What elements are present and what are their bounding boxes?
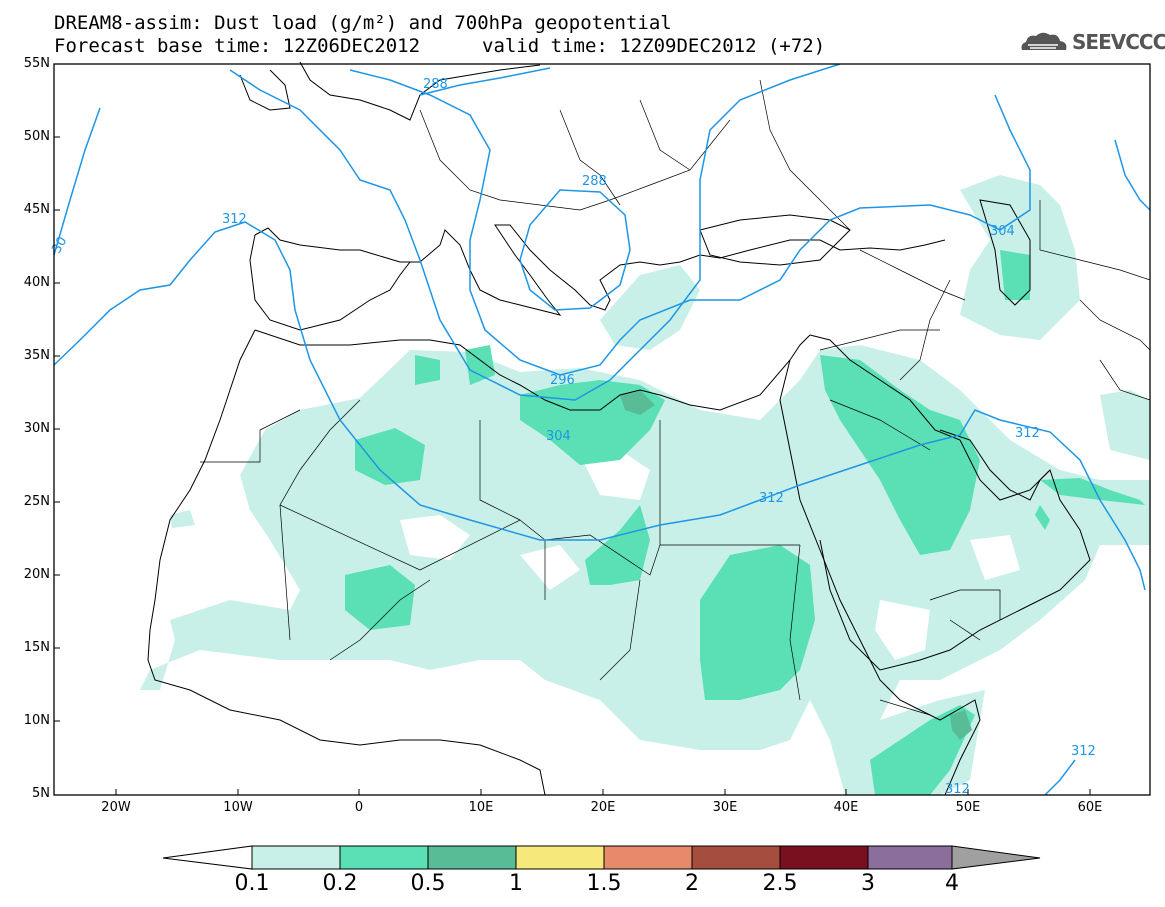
lon-label: 10W	[223, 800, 253, 815]
lat-label: 40N	[23, 275, 50, 290]
lat-label: 5N	[32, 786, 50, 801]
contour-label: 312	[945, 782, 970, 797]
contour-label: 288	[423, 77, 448, 92]
lat-label: 10N	[23, 713, 50, 728]
lon-label: 0	[354, 800, 364, 815]
lon-label: 10E	[468, 800, 494, 815]
colorbar-label: 0.2	[322, 871, 358, 896]
contour-label: 304	[546, 429, 571, 444]
lat-label: 55N	[23, 56, 50, 71]
forecast-base-time: Forecast base time: 12Z06DEC2012	[54, 35, 421, 57]
lon-label: 60E	[1077, 800, 1103, 815]
lon-label: 30E	[712, 800, 738, 815]
lon-label: 40E	[833, 800, 859, 815]
lon-label: 20E	[590, 800, 616, 815]
lat-label: 30N	[23, 421, 50, 436]
lat-label: 15N	[23, 640, 50, 655]
contour-label: 288	[582, 174, 607, 189]
lat-label: 45N	[23, 202, 50, 217]
colorbar-label: 3	[861, 871, 875, 896]
country-borders	[200, 79, 1151, 716]
lat-label: 50N	[23, 129, 50, 144]
contour-label: 312	[1015, 426, 1040, 441]
lon-label: 20W	[101, 800, 131, 815]
lat-label: 20N	[23, 567, 50, 582]
cloud-logo-icon	[1021, 32, 1067, 50]
coastlines	[147, 61, 1091, 796]
geopotential-contours	[53, 63, 1151, 796]
colorbar-label: 4	[945, 871, 959, 896]
contour-label: 296	[550, 373, 575, 388]
colorbar	[162, 845, 1041, 870]
contour-label: 312	[1071, 744, 1096, 759]
colorbar-label: 0.1	[234, 871, 270, 896]
colorbar-label: 1	[509, 871, 523, 896]
lat-label: 35N	[23, 348, 50, 363]
contour-label: 312	[222, 212, 247, 227]
colorbar-label: 2.5	[762, 871, 798, 896]
map-title: DREAM8-assim: Dust load (g/m²) and 700hP…	[54, 12, 672, 34]
colorbar-label: 1.5	[586, 871, 622, 896]
lat-label: 25N	[23, 494, 50, 509]
dust-shading-high	[620, 390, 972, 740]
lon-label: 50E	[955, 800, 981, 815]
contour-label: 312	[759, 491, 784, 506]
dust-shading-gaps	[400, 450, 1020, 660]
map-frame	[53, 63, 1151, 796]
axis-ticks	[54, 63, 1091, 795]
colorbar-label: 0.5	[410, 871, 446, 896]
contour-label: 304	[990, 224, 1015, 239]
logo-text: SEEVCCC	[1072, 30, 1165, 54]
valid-time: valid time: 12Z09DEC2012 (+72)	[482, 35, 826, 57]
colorbar-label: 2	[685, 871, 699, 896]
